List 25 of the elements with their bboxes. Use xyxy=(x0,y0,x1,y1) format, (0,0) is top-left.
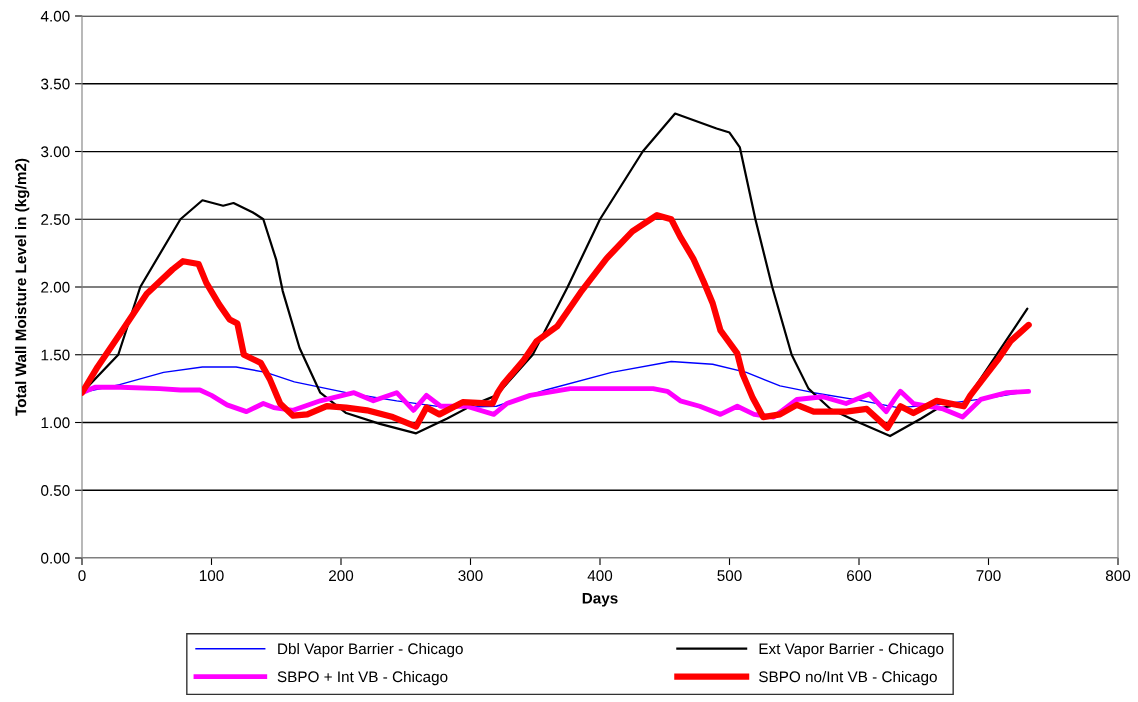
y-tick-label: 3.00 xyxy=(41,146,70,158)
legend-label: SBPO no/Int VB - Chicago xyxy=(759,670,937,686)
x-axis-title: Days xyxy=(582,592,618,607)
x-tick-label: 300 xyxy=(458,570,483,582)
x-tick-label: 100 xyxy=(199,570,224,582)
y-tick-label: 4.00 xyxy=(40,10,70,22)
legend-label: Ext Vapor Barrier - Chicago xyxy=(759,642,944,658)
y-tick-label: 3.50 xyxy=(41,78,70,90)
y-tick-label: 0.50 xyxy=(41,485,70,496)
y-tick-label: 2.00 xyxy=(41,281,70,293)
line-series xyxy=(82,384,1032,420)
x-tick-label: 200 xyxy=(329,570,354,582)
x-tick-label: 800 xyxy=(1105,570,1131,582)
y-tick-label: 2.50 xyxy=(41,214,70,225)
x-tick-label: 600 xyxy=(847,570,872,582)
y-tick-label: 0.00 xyxy=(41,552,70,564)
x-tick-label: 400 xyxy=(587,570,613,582)
x-tick-label: 700 xyxy=(976,570,1001,582)
legend-label: Dbl Vapor Barrier - Chicago xyxy=(278,642,463,658)
legend-label: SBPO + Int VB - Chicago xyxy=(277,670,448,686)
y-tick-label: 1.50 xyxy=(41,349,70,361)
x-tick-label: 500 xyxy=(717,570,742,582)
y-axis-title: Total Wall Moisture Level in (kg/m2) xyxy=(15,158,30,416)
x-tick-label: 0 xyxy=(78,570,86,582)
y-tick-label: 1.00 xyxy=(41,417,70,429)
